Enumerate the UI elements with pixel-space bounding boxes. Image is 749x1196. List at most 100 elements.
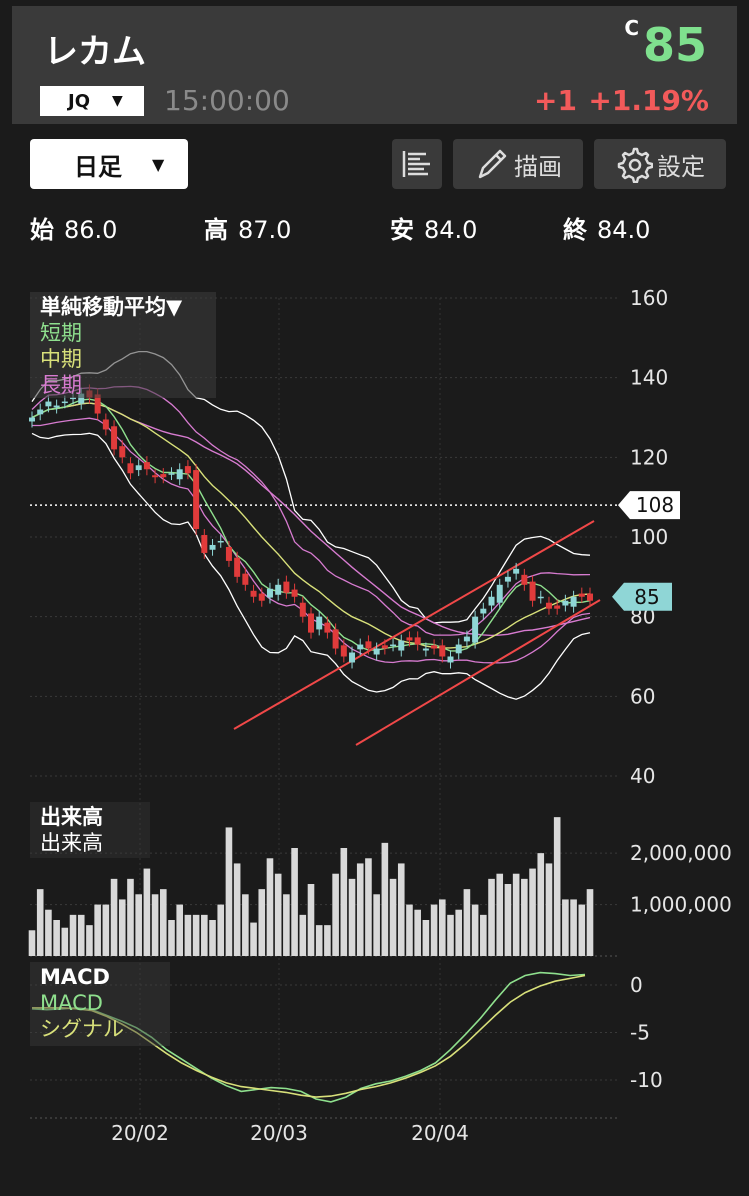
candle-body (570, 596, 577, 607)
volume-bar (521, 878, 528, 956)
candle-body (184, 466, 191, 474)
candle-body (373, 648, 380, 655)
candle-body (504, 576, 511, 582)
volume-bar (242, 894, 249, 956)
candle-body (447, 656, 454, 663)
legend-short: 短期 (40, 321, 82, 345)
volume-bar (94, 904, 101, 956)
candle-body (398, 640, 405, 651)
volume-bar (102, 904, 110, 956)
volume-bar (176, 904, 184, 956)
signal-line (32, 974, 586, 1098)
candle-body (217, 540, 224, 543)
candle-body (545, 602, 552, 609)
volume-bar (463, 889, 471, 956)
stock-chart[interactable]: 1601401201008060402,000,0001,000,0000-5-… (0, 270, 749, 1170)
volume-tick-label: 2,000,000 (630, 841, 732, 865)
macd-lines (31, 971, 586, 1103)
price-change: +1 (534, 84, 577, 117)
volume-legend[interactable]: 出来高 出来高 (30, 802, 150, 858)
candle-body (78, 393, 85, 404)
candle-body (201, 535, 208, 553)
market-select[interactable]: JQ ▼ (40, 86, 144, 116)
volume-bar (324, 925, 331, 956)
candle-body (111, 426, 118, 450)
candlesticks (29, 384, 593, 669)
volume-bar (430, 904, 438, 956)
volume-bar (512, 873, 520, 956)
volume-bar (250, 922, 257, 956)
volume-bar (86, 925, 93, 956)
volume-bar (414, 909, 421, 956)
draw-button[interactable]: 描画 (453, 139, 583, 189)
candle-body (291, 589, 298, 597)
candle-body (70, 397, 77, 400)
volume-bar (36, 889, 44, 956)
volume-bar (471, 904, 479, 956)
high-value: 高 87.0 (204, 210, 291, 245)
volume-bar (61, 927, 69, 956)
month-tick-label: 20/03 (250, 1121, 308, 1145)
candle-body (390, 644, 397, 647)
volume-bar (389, 878, 397, 956)
candle-body (160, 474, 167, 478)
close-label: 終 (563, 216, 587, 244)
candle-body (176, 469, 183, 480)
bars-icon (402, 151, 430, 177)
volume-bar (496, 873, 504, 956)
order-book-button[interactable] (392, 139, 442, 189)
price-tick-label: 40 (630, 764, 655, 788)
volume-bar (586, 889, 594, 956)
candle-body (152, 475, 159, 478)
candle-body (578, 593, 585, 597)
volume-bar (365, 858, 372, 956)
volume-bar (274, 873, 282, 956)
volume-bar (209, 920, 216, 956)
candle-body (496, 584, 503, 603)
candle-body (463, 636, 470, 642)
candle-body (234, 557, 241, 577)
trend-line-upper (233, 520, 595, 730)
candle-body (529, 581, 536, 601)
candle-body (299, 602, 306, 617)
volume-bar (159, 889, 167, 956)
candle-body (143, 462, 150, 470)
candle-body (455, 644, 462, 654)
candle-body (537, 596, 544, 599)
ma-short (31, 398, 591, 652)
candle-body (554, 605, 561, 609)
macd-line (31, 971, 586, 1103)
macd-legend-title: MACD (40, 965, 110, 989)
volume-bar (118, 899, 126, 956)
low-label: 安 (390, 216, 414, 244)
macd-legend[interactable]: MACD MACD シグナル (30, 962, 170, 1046)
ma-mid (31, 402, 591, 649)
settings-button[interactable]: 設定 (594, 139, 726, 189)
candle-body (414, 637, 421, 645)
volume-bar (151, 894, 159, 956)
current-price-tag (612, 582, 672, 611)
price-legend[interactable]: 単純移動平均▼ 短期 中期 長期 (30, 292, 216, 398)
candle-body (250, 590, 257, 597)
lower-band-2 (31, 432, 591, 700)
legend-mid: 中期 (40, 347, 82, 371)
volume-bar (45, 909, 52, 956)
current-price-tag-label: 85 (634, 585, 659, 609)
pencil-icon (478, 149, 507, 179)
candle-body (513, 568, 520, 574)
price-change-percent: +1.19% (588, 84, 709, 117)
volume-bar (192, 914, 200, 956)
chevron-down-icon: ▼ (152, 154, 165, 174)
candle-body (275, 584, 282, 595)
period-select[interactable]: 日足 ▼ (30, 139, 188, 189)
volume-bar (537, 853, 545, 956)
volume-bar (110, 878, 118, 956)
candle-body (135, 465, 142, 471)
volume-bar (53, 920, 60, 956)
volume-bars (28, 817, 594, 956)
candle-body (357, 644, 364, 650)
trend-line-lower (355, 599, 601, 746)
volume-bar (225, 827, 233, 956)
candle-body (406, 637, 413, 641)
volume-bar (356, 863, 364, 956)
